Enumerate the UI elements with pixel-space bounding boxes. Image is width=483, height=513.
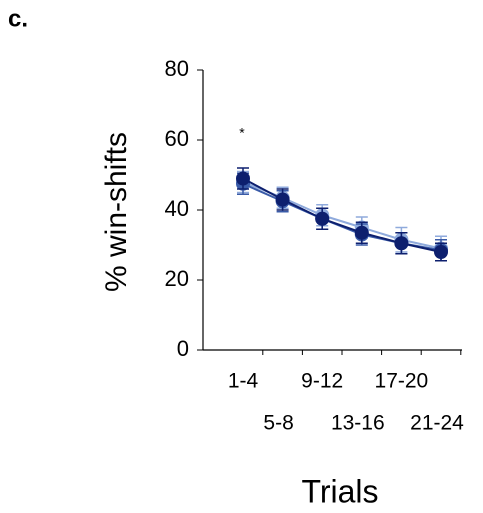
data-point bbox=[434, 245, 448, 259]
x-tick-label: 21-24 bbox=[410, 412, 464, 435]
y-axis-label: % win-shifts bbox=[100, 132, 133, 292]
data-point bbox=[354, 225, 369, 240]
y-tick-label: 20 bbox=[165, 266, 189, 291]
panel-label: c. bbox=[8, 5, 28, 32]
y-tick-label: 80 bbox=[165, 56, 189, 81]
x-tick-label: 17-20 bbox=[375, 370, 429, 393]
y-tick-label: 0 bbox=[177, 336, 189, 361]
x-tick-label: 9-12 bbox=[301, 370, 343, 393]
y-tick-label: 40 bbox=[165, 196, 189, 221]
x-tick-label: 5-8 bbox=[263, 412, 293, 435]
series-line bbox=[242, 181, 442, 250]
data-point bbox=[275, 192, 290, 207]
data-point bbox=[236, 171, 250, 186]
x-tick-label: 1-4 bbox=[228, 370, 259, 393]
annotation: * bbox=[239, 125, 245, 141]
y-tick-label: 60 bbox=[165, 126, 189, 151]
x-tick-label: 13-16 bbox=[331, 412, 385, 435]
x-axis-label: Trials bbox=[301, 473, 378, 509]
data-point bbox=[315, 211, 330, 226]
data-point bbox=[394, 236, 409, 251]
